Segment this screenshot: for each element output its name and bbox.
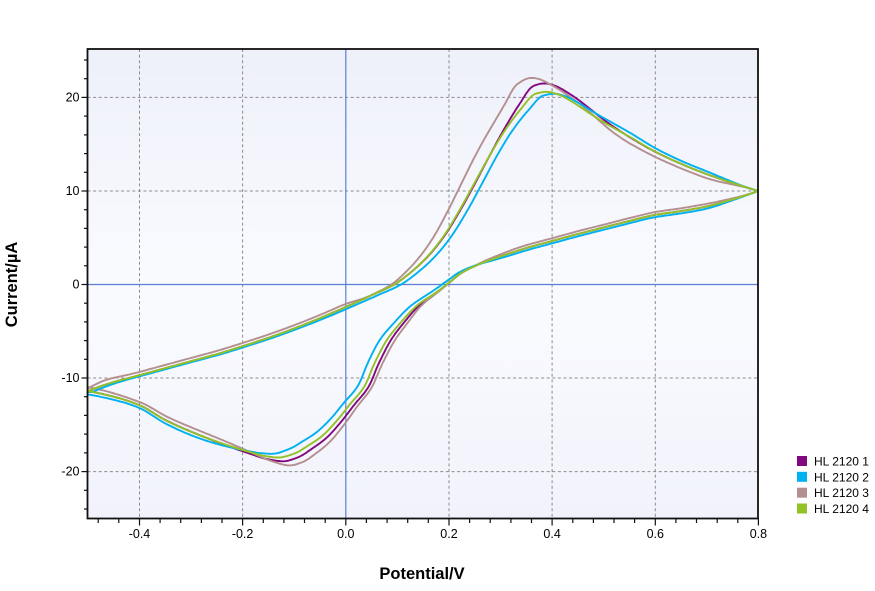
svg-text:20: 20 bbox=[66, 90, 80, 104]
svg-text:0.4: 0.4 bbox=[543, 527, 560, 541]
svg-text:0.0: 0.0 bbox=[337, 527, 354, 541]
svg-text:0.8: 0.8 bbox=[750, 527, 767, 541]
svg-text:HL 2120 1: HL 2120 1 bbox=[814, 455, 869, 469]
svg-text:0: 0 bbox=[73, 278, 80, 292]
svg-text:-0.2: -0.2 bbox=[232, 527, 254, 541]
svg-text:Current/µA: Current/µA bbox=[3, 242, 21, 328]
svg-text:-10: -10 bbox=[61, 371, 79, 385]
svg-text:HL 2120 2: HL 2120 2 bbox=[814, 470, 869, 484]
svg-text:0.2: 0.2 bbox=[440, 527, 457, 541]
svg-text:Potential/V: Potential/V bbox=[379, 565, 464, 583]
svg-text:10: 10 bbox=[66, 184, 80, 198]
svg-text:HL 2120 3: HL 2120 3 bbox=[814, 486, 869, 500]
svg-text:0.6: 0.6 bbox=[647, 527, 664, 541]
svg-text:-0.4: -0.4 bbox=[129, 527, 151, 541]
svg-text:-20: -20 bbox=[61, 465, 79, 479]
svg-text:HL 2120 4: HL 2120 4 bbox=[814, 502, 869, 516]
